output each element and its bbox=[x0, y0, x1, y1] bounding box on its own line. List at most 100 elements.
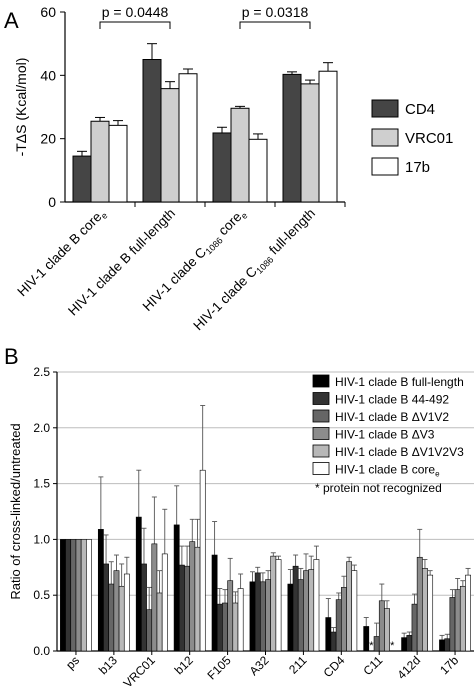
bar bbox=[406, 635, 413, 652]
bar bbox=[97, 529, 104, 652]
bar bbox=[65, 539, 72, 652]
legend-swatch bbox=[312, 444, 330, 458]
bar bbox=[70, 539, 77, 652]
bar bbox=[60, 539, 66, 652]
legend-label: HIV-1 clade B full-length bbox=[335, 375, 464, 389]
panel-label-a: A bbox=[4, 8, 19, 33]
p-value-label: p = 0.0318 bbox=[242, 4, 309, 20]
bar bbox=[335, 599, 342, 652]
bar bbox=[113, 570, 120, 652]
bar bbox=[346, 561, 353, 652]
y-tick-label: 0 bbox=[48, 194, 56, 210]
legend-label: HIV-1 clade B ΔV1V2V3 bbox=[335, 445, 464, 459]
legend-swatch bbox=[312, 409, 330, 423]
x-tick-label: b13 bbox=[96, 653, 120, 677]
bar bbox=[118, 585, 125, 652]
bar bbox=[449, 597, 456, 652]
bar bbox=[160, 88, 180, 203]
bar bbox=[325, 617, 332, 652]
y-tick-label: 40 bbox=[40, 67, 56, 83]
bar bbox=[422, 568, 428, 652]
panel-label-b: B bbox=[4, 344, 19, 369]
bar bbox=[303, 570, 309, 652]
significance-bracket bbox=[239, 21, 311, 29]
y-tick-label: 2.5 bbox=[33, 365, 50, 379]
y-tick-label: 0.5 bbox=[33, 588, 50, 602]
bar bbox=[189, 541, 196, 652]
bar bbox=[80, 539, 87, 652]
x-tick-label: VRC01 bbox=[121, 653, 158, 690]
legend-swatch bbox=[312, 462, 330, 475]
bar bbox=[465, 574, 471, 652]
bar bbox=[351, 570, 358, 652]
bar bbox=[156, 592, 163, 652]
bar bbox=[237, 588, 244, 652]
missing-marker: * bbox=[369, 640, 374, 652]
legend-swatch bbox=[312, 427, 330, 440]
x-tick-label: CD4 bbox=[321, 653, 348, 680]
bar bbox=[373, 636, 380, 652]
bar bbox=[308, 569, 315, 652]
x-tick-label: 412d bbox=[394, 653, 423, 682]
x-tick-label: 17b bbox=[437, 653, 461, 677]
x-tick-label: 211 bbox=[286, 653, 310, 677]
bar bbox=[194, 546, 201, 652]
bar bbox=[330, 631, 337, 652]
x-tick-label: A32 bbox=[247, 653, 272, 678]
bar bbox=[454, 589, 461, 652]
bar bbox=[173, 524, 180, 652]
legend-label: HIV-1 clade B ΔV1V2 bbox=[335, 410, 449, 424]
bar bbox=[227, 580, 234, 652]
y-tick-label: 0.0 bbox=[33, 644, 50, 658]
bar bbox=[411, 603, 418, 652]
x-tick-label: ps bbox=[63, 653, 82, 672]
bar bbox=[341, 587, 347, 652]
bar bbox=[151, 543, 158, 652]
bar bbox=[216, 603, 223, 652]
y-tick-label: 1.0 bbox=[33, 532, 50, 546]
bar bbox=[222, 602, 228, 652]
bar bbox=[135, 516, 142, 652]
y-tick-label: 2.0 bbox=[33, 421, 50, 435]
y-tick-label: 20 bbox=[40, 131, 56, 147]
bar bbox=[199, 469, 206, 652]
bar bbox=[459, 585, 466, 652]
bar bbox=[178, 564, 185, 652]
bar bbox=[401, 637, 408, 652]
legend-note: * protein not recognized bbox=[315, 481, 442, 495]
bar bbox=[313, 559, 320, 652]
significance-bracket bbox=[99, 21, 171, 29]
x-tick-label: F105 bbox=[204, 653, 233, 682]
legend-label: HIV-1 clade B coree bbox=[335, 463, 440, 479]
legend-label: HIV-1 clade B 44-492 bbox=[335, 393, 449, 407]
bar bbox=[254, 572, 261, 652]
bar bbox=[212, 132, 232, 203]
bar bbox=[300, 83, 320, 203]
bar bbox=[292, 565, 299, 652]
p-value-label: p = 0.0448 bbox=[102, 4, 169, 20]
bar bbox=[427, 574, 434, 652]
bar bbox=[86, 539, 92, 652]
legend-swatch bbox=[371, 157, 399, 176]
bar bbox=[230, 107, 250, 203]
bar bbox=[444, 638, 451, 652]
bar bbox=[184, 565, 190, 652]
bar bbox=[248, 138, 268, 203]
bar bbox=[90, 120, 110, 203]
bar bbox=[259, 581, 266, 652]
x-tick-label: HIV-1 clade C1086 full-length bbox=[190, 206, 319, 335]
bar bbox=[378, 600, 385, 652]
missing-marker: * bbox=[390, 640, 395, 652]
bar bbox=[108, 583, 115, 652]
bar bbox=[161, 553, 168, 652]
legend-label: HIV-1 clade B ΔV3 bbox=[335, 428, 435, 442]
bar bbox=[282, 73, 302, 203]
legend-label: VRC01 bbox=[405, 130, 453, 147]
bar bbox=[270, 555, 277, 652]
legend-swatch bbox=[371, 128, 399, 147]
x-tick-label: C11 bbox=[361, 653, 386, 678]
chart-b: 0.0 0.5 1.0 1.5 2.0 2.5 Ratio of cross-linked/… bbox=[8, 365, 474, 690]
y-tick-label: 1.5 bbox=[33, 477, 50, 491]
bar bbox=[232, 602, 239, 652]
